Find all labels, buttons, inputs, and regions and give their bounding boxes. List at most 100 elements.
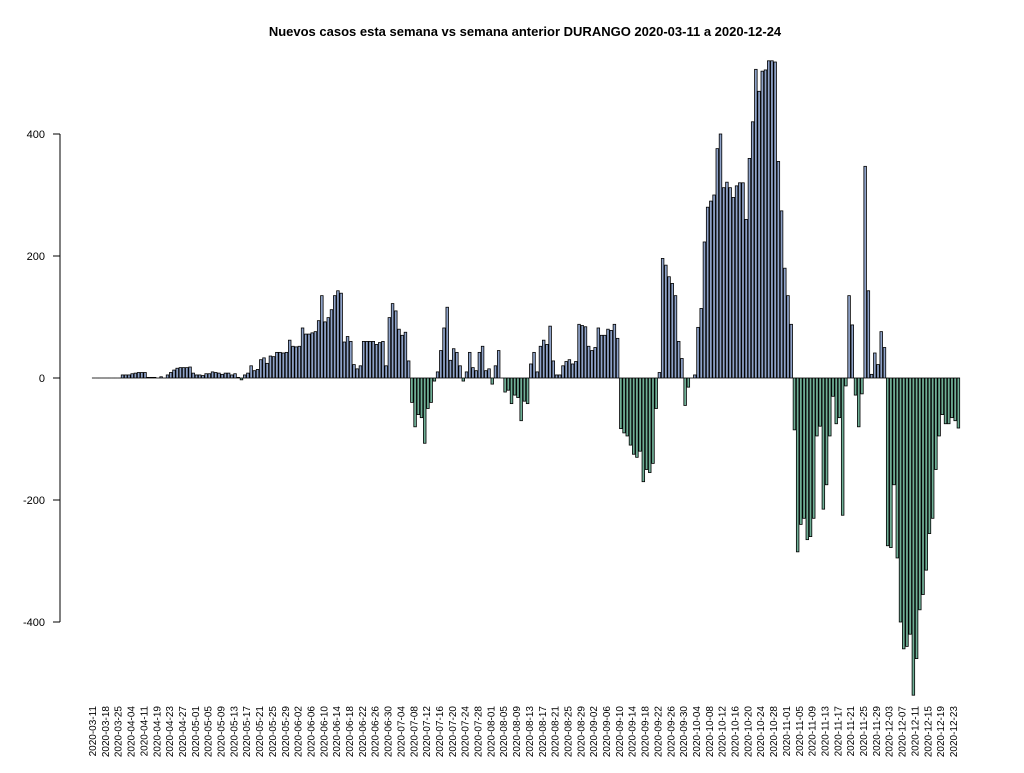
bar xyxy=(221,374,224,378)
bar xyxy=(652,378,655,463)
bar xyxy=(173,370,176,378)
bar xyxy=(874,353,877,378)
bar xyxy=(816,378,819,436)
x-tick-label: 2020-05-01 xyxy=(191,706,202,758)
bar xyxy=(684,378,687,405)
bar xyxy=(456,352,459,378)
x-tick-label: 2020-09-18 xyxy=(641,706,652,758)
bar xyxy=(951,378,954,418)
bar xyxy=(372,341,375,378)
bar xyxy=(890,378,893,548)
x-tick-label: 2020-06-18 xyxy=(345,706,356,758)
x-tick-label: 2020-08-01 xyxy=(486,706,497,758)
bar xyxy=(928,378,931,534)
x-tick-label: 2020-09-10 xyxy=(615,706,626,758)
x-tick-label: 2020-07-24 xyxy=(461,706,472,758)
bar xyxy=(935,378,938,470)
bar xyxy=(491,378,494,384)
bar xyxy=(546,344,549,378)
bar xyxy=(555,375,558,378)
x-tick-label: 2020-04-19 xyxy=(152,706,163,758)
bar xyxy=(851,325,854,378)
bar xyxy=(668,277,671,378)
bar xyxy=(446,307,449,378)
x-tick-label: 2020-10-28 xyxy=(769,706,780,758)
x-tick-label: 2020-07-16 xyxy=(435,706,446,758)
bar xyxy=(870,374,873,378)
bar xyxy=(735,186,738,378)
bar xyxy=(922,378,925,595)
bar xyxy=(861,378,864,394)
x-tick-label: 2020-03-18 xyxy=(101,706,112,758)
bar xyxy=(350,341,353,378)
bar xyxy=(382,341,385,378)
bar xyxy=(488,369,491,378)
x-tick-label: 2020-11-09 xyxy=(808,706,819,757)
x-tick-label: 2020-09-06 xyxy=(602,706,613,758)
bar xyxy=(414,378,417,427)
bar xyxy=(205,374,208,378)
bar xyxy=(632,378,635,454)
bar xyxy=(780,211,783,378)
bar xyxy=(880,332,883,378)
bar xyxy=(645,378,648,470)
bar xyxy=(896,378,899,558)
x-tick-label: 2020-04-27 xyxy=(178,706,189,758)
x-tick-label: 2020-08-25 xyxy=(563,706,574,758)
bar xyxy=(443,328,446,378)
bar xyxy=(272,357,275,378)
bar xyxy=(587,346,590,378)
x-tick-label: 2020-05-09 xyxy=(217,706,228,758)
bar xyxy=(259,360,262,378)
bar xyxy=(774,62,777,378)
bar xyxy=(697,327,700,378)
bar xyxy=(359,366,362,378)
x-tick-label: 2020-12-03 xyxy=(885,706,896,758)
bar xyxy=(533,352,536,378)
bar xyxy=(398,329,401,378)
bar xyxy=(356,369,359,378)
bar xyxy=(301,328,304,378)
bar xyxy=(706,207,709,378)
x-tick-label: 2020-06-26 xyxy=(371,706,382,758)
bar xyxy=(755,69,758,378)
x-tick-label: 2020-06-06 xyxy=(306,706,317,758)
bar xyxy=(147,377,150,378)
x-tick-label: 2020-07-04 xyxy=(396,706,407,758)
x-tick-label: 2020-09-22 xyxy=(653,706,664,758)
bar xyxy=(841,378,844,515)
bar xyxy=(420,378,423,418)
bar xyxy=(327,318,330,378)
bar xyxy=(915,378,918,659)
bar xyxy=(343,342,346,378)
bar xyxy=(369,341,372,378)
bar xyxy=(231,375,234,378)
bar xyxy=(594,348,597,379)
x-tick-label: 2020-07-08 xyxy=(409,706,420,758)
bar xyxy=(440,351,443,378)
bar xyxy=(681,358,684,378)
x-tick-label: 2020-09-02 xyxy=(589,706,600,758)
bar xyxy=(597,328,600,378)
bar xyxy=(558,375,561,378)
bar xyxy=(330,310,333,378)
bar xyxy=(346,337,349,378)
x-tick-label: 2020-09-26 xyxy=(666,706,677,758)
bar xyxy=(719,134,722,378)
bar xyxy=(137,373,140,378)
x-tick-label: 2020-12-11 xyxy=(910,706,921,757)
bar xyxy=(600,335,603,378)
bar xyxy=(722,188,725,378)
bar xyxy=(256,369,259,378)
bar xyxy=(468,352,471,378)
bar xyxy=(353,365,356,378)
bar xyxy=(536,372,539,378)
bar xyxy=(224,373,227,378)
bar xyxy=(771,61,774,378)
bar xyxy=(671,283,674,378)
bar xyxy=(234,374,237,378)
x-tick-label: 2020-09-30 xyxy=(679,706,690,758)
bar xyxy=(266,363,269,378)
bar xyxy=(497,351,500,378)
